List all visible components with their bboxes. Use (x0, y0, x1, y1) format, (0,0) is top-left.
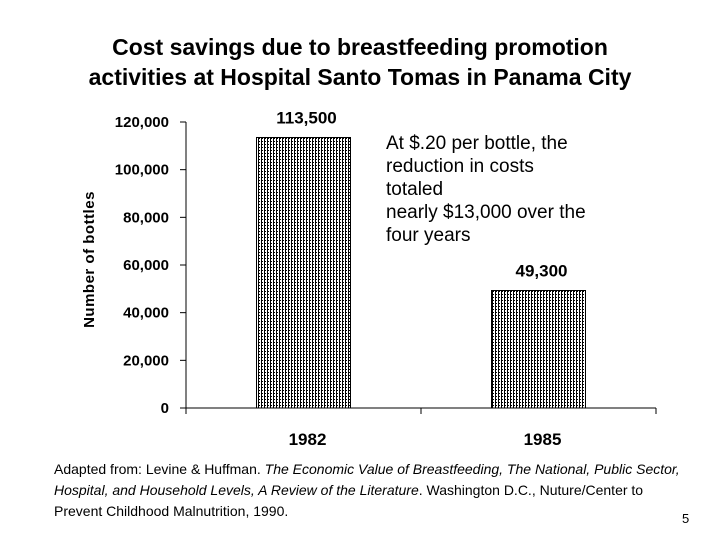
slide-title: Cost savings due to breastfeeding promot… (0, 32, 720, 92)
citation-prefix: Adapted from: Levine & Huffman. (54, 461, 265, 477)
y-tick-label: 20,000 (123, 352, 169, 369)
y-tick-label: 100,000 (115, 162, 169, 179)
title-line-1: Cost savings due to breastfeeding promot… (112, 34, 608, 60)
page-number: 5 (682, 511, 690, 526)
category-label-1985: 1985 (524, 430, 562, 449)
citation-title: The Economic Value of Breastfeeding, The… (54, 461, 680, 498)
category-label-1982: 1982 (289, 430, 327, 449)
source-citation: Adapted from: Levine & Huffman. The Econ… (54, 459, 694, 522)
y-tick-label: 0 (161, 400, 169, 417)
data-label-1982: 113,500 (276, 108, 337, 127)
savings-annotation: At $.20 per bottle, the reduction in cos… (386, 133, 586, 246)
y-tick-label: 120,000 (115, 114, 169, 131)
data-label-1985: 49,300 (516, 262, 568, 281)
y-tick-label: 40,000 (123, 305, 169, 322)
bar-1985 (491, 290, 586, 409)
citation-suffix: . Washington D.C., Nuture/Center to Prev… (54, 482, 644, 519)
y-tick-label: 60,000 (123, 257, 169, 274)
title-line-2: activities at Hospital Santo Tomas in Pa… (88, 64, 632, 90)
y-tick-label: 80,000 (123, 209, 169, 226)
y-axis-title: Number of bottles (81, 191, 98, 328)
bar-1982 (256, 136, 351, 409)
